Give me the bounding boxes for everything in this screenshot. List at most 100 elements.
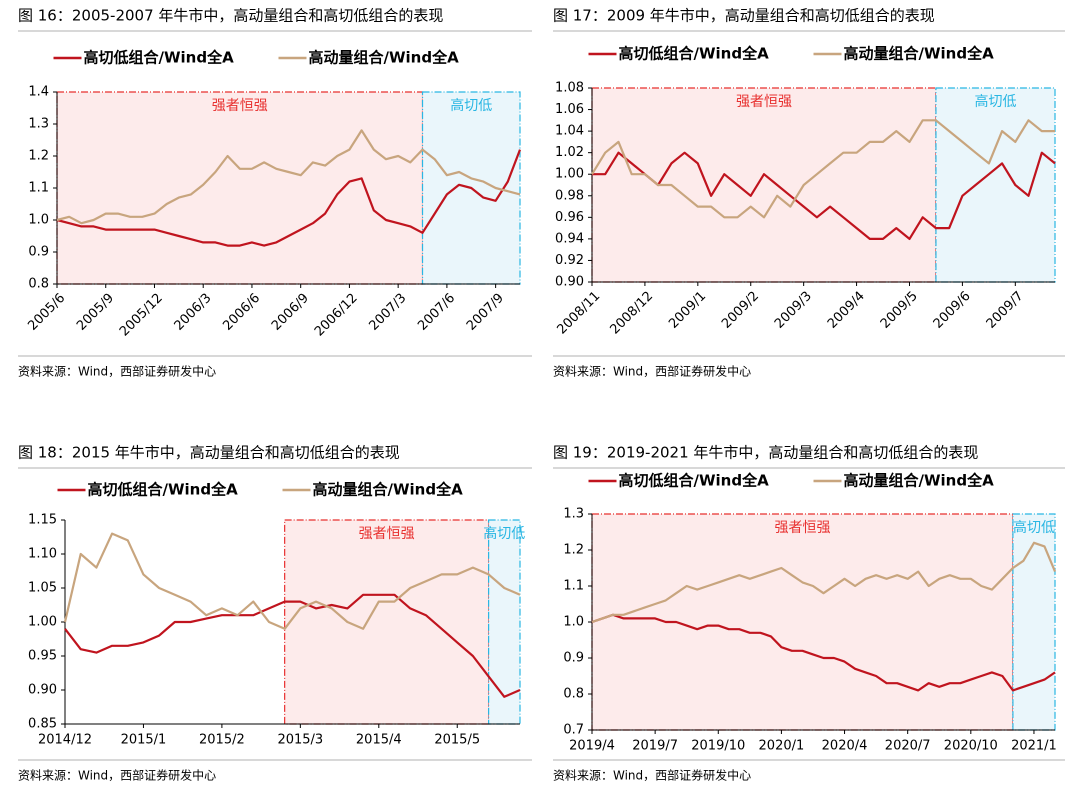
series-line	[591, 119, 1055, 219]
y-tick-label: 1.2	[28, 149, 49, 164]
series-line	[592, 151, 1056, 240]
legend-label: 高切低组合/Wind全A	[619, 45, 770, 63]
y-tick-label: 1.02	[555, 145, 584, 160]
y-tick-label: 0.7	[563, 723, 584, 738]
legend-label: 高动量组合/Wind全A	[844, 472, 995, 490]
x-tick-label: 2020/10	[944, 739, 998, 754]
legend-label: 高切低组合/Wind全A	[619, 472, 770, 490]
x-tick-label: 2006/9	[269, 291, 312, 334]
y-tick-label: 1.3	[28, 117, 49, 132]
region	[1012, 513, 1056, 731]
source-note: 资料来源：Wind，西部证券研发中心	[18, 768, 216, 783]
y-tick-label: 0.90	[555, 275, 584, 290]
region	[591, 87, 937, 283]
y-tick-label: 0.9	[28, 245, 49, 260]
y-tick-label: 1.04	[555, 124, 584, 139]
region-label: 强者恒强	[774, 520, 830, 536]
y-tick-label: 1.05	[28, 581, 57, 596]
x-tick-label: 2009/2	[719, 289, 762, 332]
x-tick-label: 2006/3	[172, 291, 215, 334]
x-tick-label: 2009/6	[931, 289, 974, 332]
y-tick-label: 1.3	[563, 507, 584, 522]
y-tick-label: 1.10	[28, 547, 57, 562]
series-line	[591, 541, 1057, 624]
legend-label: 高切低组合/Wind全A	[88, 481, 239, 499]
x-tick-label: 2021/1	[1011, 739, 1057, 754]
source-note: 资料来源：Wind，西部证券研发中心	[553, 364, 751, 379]
x-tick-label: 2009/3	[772, 289, 815, 332]
y-tick-label: 1.1	[563, 579, 584, 594]
region-label: 强者恒强	[736, 94, 792, 110]
region-label: 强者恒强	[359, 526, 415, 542]
y-tick-label: 1.0	[563, 615, 584, 630]
x-tick-label: 2009/7	[984, 289, 1027, 332]
series-line	[63, 532, 521, 630]
y-tick-label: 0.8	[563, 687, 584, 702]
y-tick-label: 0.90	[28, 683, 57, 698]
x-tick-label: 2005/9	[74, 291, 117, 334]
x-tick-label: 2020/7	[885, 739, 931, 754]
y-tick-label: 0.8	[28, 277, 49, 292]
y-tick-label: 0.98	[555, 188, 584, 203]
x-tick-label: 2008/12	[607, 289, 656, 338]
x-tick-label: 2019/10	[691, 739, 745, 754]
region	[488, 519, 521, 725]
region-label: 高切低	[974, 93, 1016, 110]
region-label: 强者恒强	[212, 98, 268, 114]
x-tick-label: 2005/12	[117, 291, 166, 340]
x-tick-label: 2006/6	[220, 291, 263, 334]
y-tick-label: 0.85	[28, 717, 57, 732]
x-tick-label: 2015/3	[277, 733, 323, 748]
x-tick-label: 2015/2	[199, 733, 245, 748]
region-label: 高切低	[450, 97, 492, 114]
series-line	[56, 129, 521, 225]
region	[935, 87, 1056, 283]
legend-label: 高切低组合/Wind全A	[84, 49, 235, 67]
y-tick-label: 1.06	[555, 102, 584, 117]
region-label: 高切低	[483, 525, 525, 542]
region	[284, 519, 490, 725]
x-tick-label: 2014/12	[38, 733, 92, 748]
x-tick-label: 2008/11	[555, 289, 604, 338]
x-tick-label: 2009/4	[825, 289, 868, 332]
region	[591, 513, 1014, 731]
region	[56, 91, 424, 285]
legend-label: 高动量组合/Wind全A	[309, 49, 460, 67]
x-tick-label: 2007/6	[415, 291, 458, 334]
y-tick-label: 1.4	[28, 85, 49, 100]
legend-label: 高动量组合/Wind全A	[844, 45, 995, 63]
x-tick-label: 2007/3	[367, 291, 410, 334]
x-tick-label: 2020/4	[822, 739, 868, 754]
y-tick-label: 0.96	[555, 210, 584, 225]
x-tick-label: 2019/7	[632, 739, 678, 754]
legend-label: 高动量组合/Wind全A	[313, 481, 464, 499]
y-tick-label: 1.00	[28, 615, 57, 630]
source-note: 资料来源：Wind，西部证券研发中心	[18, 364, 216, 379]
y-tick-label: 1.1	[28, 181, 49, 196]
x-tick-label: 2020/1	[759, 739, 805, 754]
x-tick-label: 2015/5	[434, 733, 480, 748]
x-tick-label: 2015/1	[121, 733, 167, 748]
series-line	[591, 613, 1056, 692]
chart-title: 图 19：2019-2021 年牛市中，高动量组合和高切低组合的表现	[553, 444, 978, 462]
chart-title: 图 16：2005-2007 年牛市中，高动量组合和高切低组合的表现	[18, 7, 443, 25]
x-tick-label: 2009/1	[666, 289, 709, 332]
y-tick-label: 0.95	[28, 649, 57, 664]
x-tick-label: 2009/5	[878, 289, 921, 332]
y-tick-label: 0.94	[555, 231, 584, 246]
y-tick-label: 1.00	[555, 167, 584, 182]
series-line	[56, 149, 522, 247]
y-tick-label: 1.15	[28, 513, 57, 528]
chart-title: 图 18：2015 年牛市中，高动量组合和高切低组合的表现	[18, 444, 400, 462]
x-tick-label: 2007/9	[464, 291, 507, 334]
x-tick-label: 2015/4	[356, 733, 402, 748]
chart-title: 图 17：2009 年牛市中，高动量组合和高切低组合的表现	[553, 7, 935, 25]
region-label: 高切低	[1013, 519, 1055, 536]
source-note: 资料来源：Wind，西部证券研发中心	[553, 768, 751, 783]
y-tick-label: 0.9	[563, 651, 584, 666]
y-tick-label: 1.08	[555, 81, 584, 96]
x-tick-label: 2019/4	[569, 739, 615, 754]
y-tick-label: 0.92	[555, 253, 584, 268]
y-tick-label: 1.2	[563, 543, 584, 558]
